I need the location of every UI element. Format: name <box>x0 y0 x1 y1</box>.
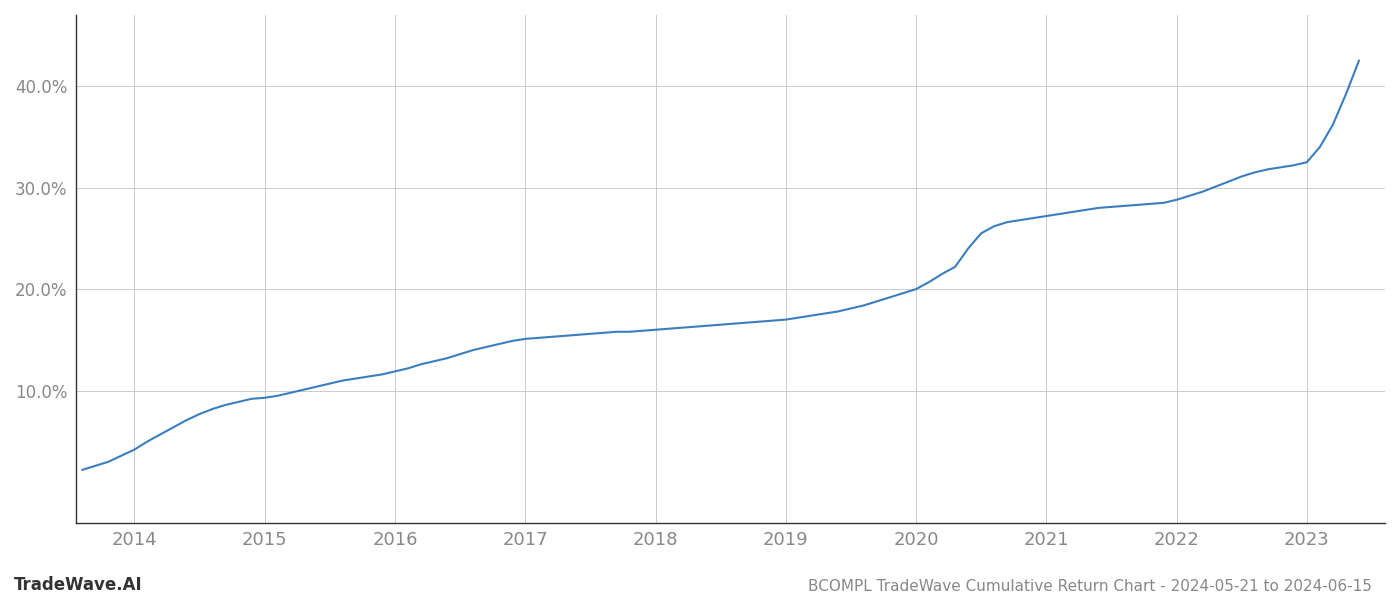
Text: TradeWave.AI: TradeWave.AI <box>14 576 143 594</box>
Text: BCOMPL TradeWave Cumulative Return Chart - 2024-05-21 to 2024-06-15: BCOMPL TradeWave Cumulative Return Chart… <box>808 579 1372 594</box>
